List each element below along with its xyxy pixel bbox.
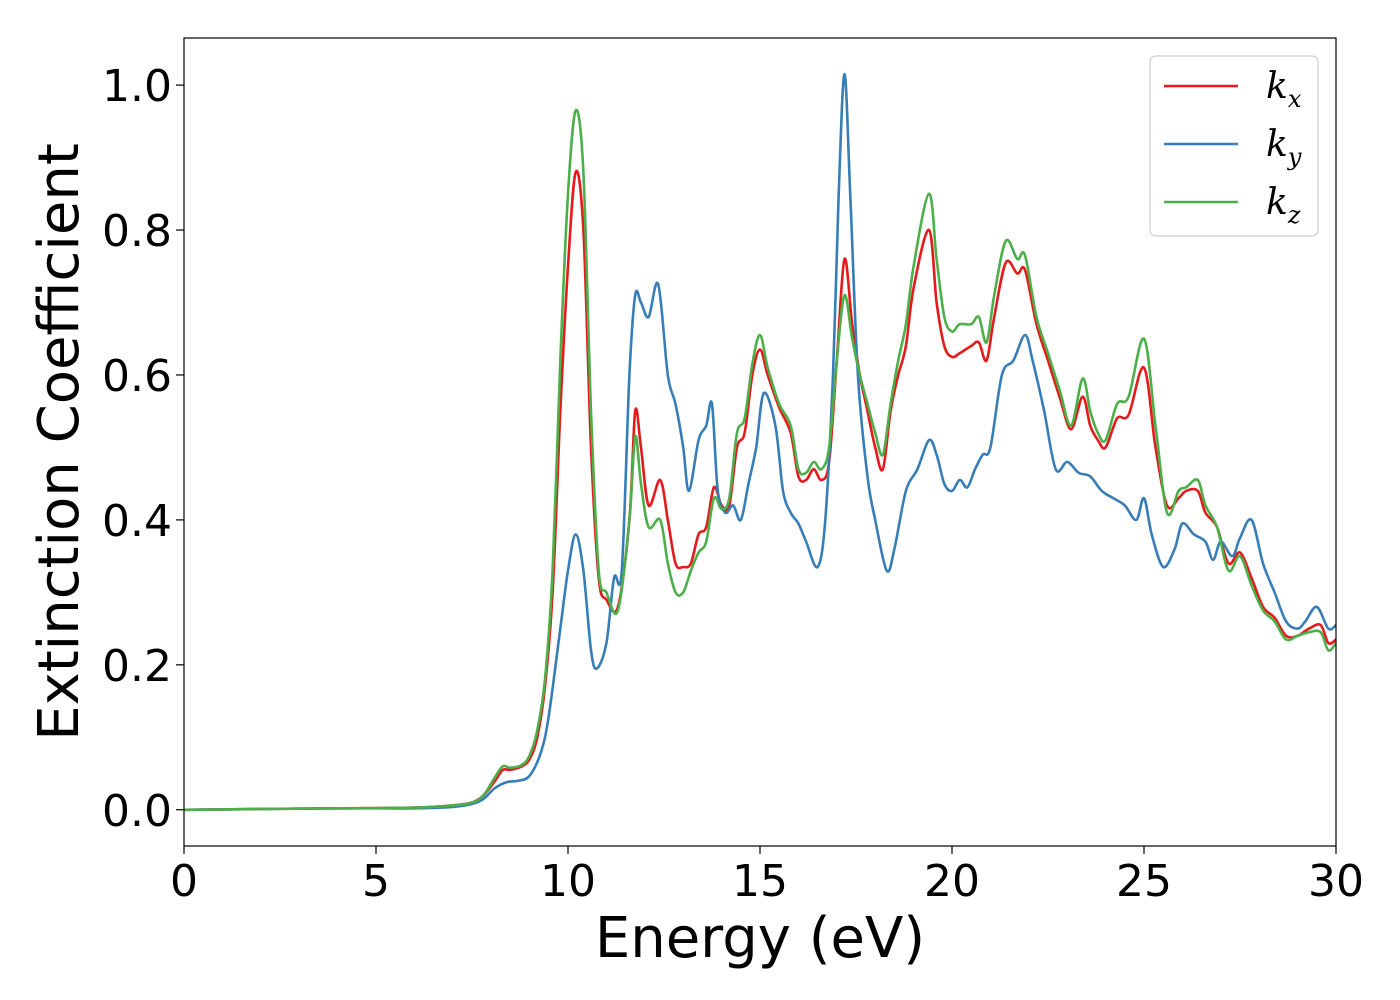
legend-label-sub: x	[1288, 85, 1302, 113]
legend-label-sub: z	[1287, 201, 1301, 229]
y-tick-label: 0.4	[102, 496, 172, 547]
x-axis-ticks: 0 5 10 15 20 25 30	[170, 846, 1364, 907]
y-tick-label: 0.0	[102, 786, 172, 837]
y-tick-label: 0.6	[102, 351, 172, 402]
x-tick-label: 20	[924, 856, 980, 907]
legend-label-y: ky	[1266, 124, 1302, 171]
legend-box	[1149, 55, 1319, 237]
x-tick-label: 30	[1308, 856, 1364, 907]
x-tick-label: 10	[540, 856, 596, 907]
series-line-y	[183, 72, 1337, 812]
y-tick-label: 1.0	[102, 61, 172, 112]
legend-label-base: k	[1266, 124, 1288, 165]
x-axis-label: Energy (eV)	[595, 906, 925, 971]
legend-label-sub: y	[1287, 143, 1302, 171]
legend-label-base: k	[1266, 66, 1288, 107]
series-line-z	[183, 108, 1338, 812]
legend-label-base: k	[1266, 182, 1288, 223]
x-tick-label: 5	[362, 856, 390, 907]
x-tick-label: 0	[170, 856, 198, 907]
legend-label-x: kx	[1266, 66, 1302, 113]
legend-label-z: kz	[1266, 182, 1301, 229]
y-axis-ticks: 0.0 0.2 0.4 0.6 0.8 1.0	[102, 61, 184, 837]
x-tick-label: 15	[732, 856, 788, 907]
y-tick-label: 0.8	[102, 206, 172, 257]
x-tick-label: 25	[1116, 856, 1172, 907]
y-axis-label: Extinction Coefficient	[27, 143, 92, 741]
series-lines	[183, 72, 1338, 812]
plot-area	[184, 38, 1336, 846]
y-tick-label: 0.2	[102, 641, 172, 692]
